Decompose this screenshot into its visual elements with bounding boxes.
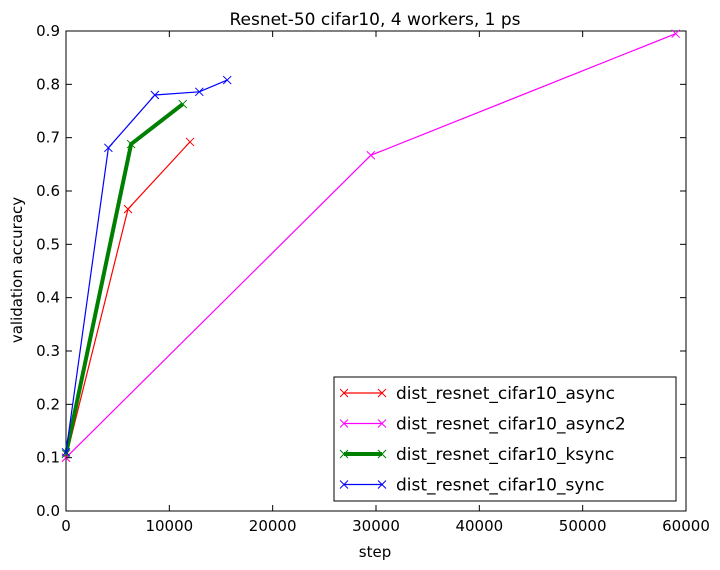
legend-entry: dist_resnet_cifar10_ksync (339, 445, 614, 465)
x-tick-label: 10000 (145, 517, 193, 535)
y-tick-label: 0.8 (36, 75, 60, 93)
legend: dist_resnet_cifar10_async dist_resnet_cif… (333, 376, 677, 502)
data-point (178, 99, 188, 109)
x-tick-label: 50000 (559, 517, 607, 535)
data-point (194, 87, 204, 97)
data-point (150, 90, 160, 100)
legend-marker (339, 419, 349, 428)
x-tick-label: 60000 (662, 517, 710, 535)
series-dist_resnet_cifar10_ksync (61, 99, 188, 459)
legend-box (333, 376, 677, 502)
x-axis-title: step (359, 543, 391, 561)
legend-marker (377, 449, 387, 459)
x-axis: 0 10000 20000 30000 40000 50000 60000 (61, 31, 710, 535)
legend-marker (339, 480, 349, 489)
y-tick-label: 0.5 (36, 235, 60, 253)
y-axis-title: validation accuracy (8, 197, 26, 343)
legend-marker (377, 419, 387, 428)
x-tick-label: 30000 (352, 517, 400, 535)
legend-entry: dist_resnet_cifar10_async (339, 384, 615, 404)
legend-marker (377, 388, 387, 398)
y-tick-label: 0.1 (36, 449, 60, 467)
legend-marker (339, 388, 349, 398)
y-tick-label: 0.0 (36, 502, 60, 520)
data-point (222, 75, 232, 85)
y-tick-label: 0.6 (36, 182, 60, 200)
y-axis: 0.0 0.1 0.2 0.3 0.4 0.5 0.6 0.7 0.8 0.9 (36, 22, 686, 520)
data-point (123, 204, 133, 214)
legend-marker (339, 449, 349, 459)
series-dist_resnet_cifar10_sync (61, 75, 232, 457)
legend-entry: dist_resnet_cifar10_async2 (339, 415, 626, 435)
legend-entry: dist_resnet_cifar10_sync (339, 476, 605, 496)
legend-label: dist_resnet_cifar10_async2 (396, 415, 626, 435)
x-tick-label: 40000 (455, 517, 503, 535)
data-point (126, 139, 136, 149)
legend-label: dist_resnet_cifar10_sync (396, 476, 605, 496)
y-tick-label: 0.2 (36, 395, 60, 413)
x-tick-label: 0 (61, 517, 71, 535)
data-point (185, 137, 195, 147)
chart-title: Resnet-50 cifar10, 4 workers, 1 ps (229, 10, 520, 30)
y-tick-label: 0.3 (36, 342, 60, 360)
data-point (104, 143, 113, 153)
data-point (61, 449, 71, 459)
legend-marker (377, 480, 387, 489)
x-tick-label: 20000 (249, 517, 297, 535)
legend-label: dist_resnet_cifar10_async (396, 384, 615, 404)
data-point (366, 150, 376, 160)
data-point (671, 29, 681, 39)
y-tick-label: 0.7 (36, 129, 60, 147)
y-tick-label: 0.4 (36, 289, 60, 307)
legend-label: dist_resnet_cifar10_ksync (396, 445, 614, 465)
data-point (61, 447, 71, 457)
y-tick-label: 0.9 (36, 22, 60, 40)
